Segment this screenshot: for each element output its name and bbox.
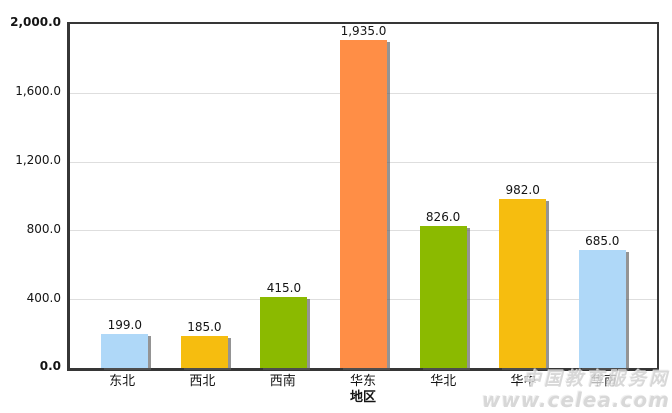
- y-tick-label: 1,600.0: [15, 84, 61, 98]
- bar: [180, 336, 228, 368]
- bar: [499, 199, 547, 368]
- bar: [340, 40, 388, 368]
- x-tick-label: 华中: [510, 374, 537, 389]
- bar-value-label: 185.0: [187, 320, 222, 335]
- bar: [419, 225, 467, 368]
- bar-group: 185.0: [165, 24, 245, 368]
- x-tick-label: 华北: [430, 374, 457, 389]
- bar: [260, 296, 308, 368]
- bar: [578, 250, 626, 368]
- x-axis-labels: 东北 西北 西南 华东 华北 华中 华南: [67, 370, 659, 389]
- bar-value-label: 826.0: [425, 209, 461, 224]
- bar-value-label: 685.0: [585, 234, 620, 249]
- x-tick-label: 西南: [269, 374, 296, 389]
- bar-group: 826.0: [403, 24, 483, 368]
- y-tick-label: 1,200.0: [15, 153, 61, 167]
- plot-area: 199.0 185.0 415.0 1,935.0 826.0 982.0: [67, 22, 659, 371]
- bar-value-label: 982.0: [505, 183, 540, 198]
- y-tick-label: 2,000.0: [10, 15, 61, 29]
- bar-group: 982.0: [483, 24, 563, 368]
- x-tick-label: 华东: [349, 374, 376, 389]
- x-tick-label: 东北: [109, 374, 136, 389]
- y-tick-label: 400.0: [26, 291, 61, 305]
- bar-series: 199.0 185.0 415.0 1,935.0 826.0 982.0: [70, 24, 657, 368]
- bar-value-label: 199.0: [107, 317, 142, 332]
- x-tick-label: 西北: [189, 374, 216, 389]
- bar: [101, 333, 149, 368]
- y-tick-label: 800.0: [26, 222, 61, 236]
- bar-group: 199.0: [85, 24, 165, 368]
- y-tick-label: 0.0: [39, 359, 61, 373]
- bar-group: 1,935.0: [324, 24, 404, 368]
- bar-group: 415.0: [244, 24, 324, 368]
- x-tick-label: 华南: [590, 374, 617, 389]
- bar-group: 685.0: [562, 24, 642, 368]
- bar-value-label: 1,935.0: [340, 24, 387, 38]
- bar-value-label: 415.0: [266, 280, 302, 295]
- x-axis-title: 地区: [349, 390, 376, 405]
